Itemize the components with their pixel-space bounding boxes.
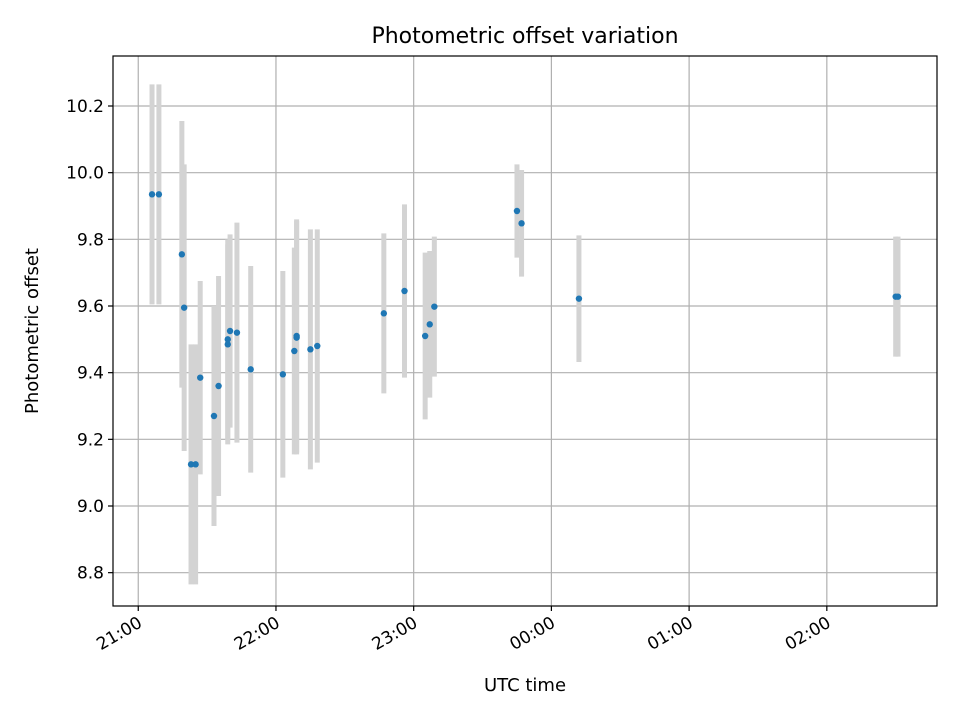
data-point [215, 382, 222, 390]
data-point [197, 374, 204, 381]
data-point [518, 220, 525, 227]
data-point [187, 461, 195, 468]
data-point [314, 342, 321, 350]
y-tick-label: 9.8 [77, 230, 104, 250]
data-point [401, 287, 408, 295]
data-point [279, 371, 287, 378]
data-point [224, 341, 231, 348]
y-axis-label: Photometric offset [22, 248, 43, 414]
y-axis-ticks: 8.8 9.0 9.2 9.4 9.6 9.8 10.0 10.2 [66, 97, 113, 584]
y-tick-label: 9.6 [77, 297, 104, 317]
data-point [247, 366, 254, 373]
y-tick-label: 9.2 [77, 430, 104, 450]
y-tick-label: 9.4 [77, 364, 104, 384]
data-point [513, 207, 521, 215]
x-axis-label: UTC time [484, 675, 566, 696]
data-point [575, 295, 583, 302]
data-point [210, 412, 218, 420]
data-point [426, 321, 433, 328]
data-point [226, 327, 234, 335]
data-point [431, 303, 438, 310]
y-tick-label: 10.2 [66, 97, 104, 117]
y-tick-label: 10.0 [66, 164, 104, 184]
data-point [307, 346, 314, 353]
data-point [192, 461, 199, 468]
data-point [148, 191, 156, 198]
data-point [155, 191, 163, 198]
chart-title: Photometric offset variation [371, 24, 678, 49]
data-point [291, 347, 298, 355]
data-point [180, 304, 188, 311]
y-tick-label: 9.0 [77, 497, 104, 517]
y-tick-label: 8.8 [77, 564, 104, 584]
data-point [224, 336, 231, 343]
data-point [894, 293, 902, 300]
data-point [421, 332, 429, 340]
data-point [293, 334, 300, 341]
data-point [178, 251, 186, 258]
data-point [380, 310, 388, 317]
data-points [148, 191, 902, 468]
plot-frame [112, 55, 938, 607]
data-point [233, 329, 241, 336]
